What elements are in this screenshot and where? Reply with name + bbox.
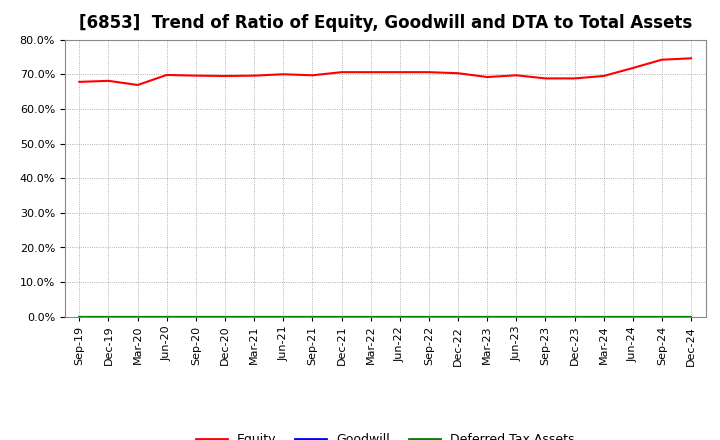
Goodwill <box>192 314 200 319</box>
Deferred Tax Assets <box>657 314 666 319</box>
Goodwill <box>512 314 521 319</box>
Deferred Tax Assets <box>133 314 142 319</box>
Equity <box>599 73 608 79</box>
Deferred Tax Assets <box>366 314 375 319</box>
Goodwill <box>454 314 462 319</box>
Deferred Tax Assets <box>104 314 113 319</box>
Deferred Tax Assets <box>395 314 404 319</box>
Title: [6853]  Trend of Ratio of Equity, Goodwill and DTA to Total Assets: [6853] Trend of Ratio of Equity, Goodwil… <box>78 15 692 33</box>
Goodwill <box>366 314 375 319</box>
Equity <box>512 73 521 78</box>
Equity <box>541 76 550 81</box>
Line: Equity: Equity <box>79 59 691 85</box>
Equity <box>308 73 317 78</box>
Equity <box>570 76 579 81</box>
Equity <box>279 72 287 77</box>
Deferred Tax Assets <box>454 314 462 319</box>
Equity <box>337 70 346 75</box>
Deferred Tax Assets <box>75 314 84 319</box>
Goodwill <box>163 314 171 319</box>
Goodwill <box>629 314 637 319</box>
Equity <box>483 74 492 80</box>
Equity <box>395 70 404 75</box>
Goodwill <box>395 314 404 319</box>
Goodwill <box>279 314 287 319</box>
Equity <box>425 70 433 75</box>
Goodwill <box>687 314 696 319</box>
Equity <box>657 57 666 62</box>
Goodwill <box>541 314 550 319</box>
Deferred Tax Assets <box>279 314 287 319</box>
Goodwill <box>75 314 84 319</box>
Goodwill <box>220 314 229 319</box>
Deferred Tax Assets <box>192 314 200 319</box>
Equity <box>163 72 171 77</box>
Equity <box>75 79 84 84</box>
Goodwill <box>570 314 579 319</box>
Deferred Tax Assets <box>512 314 521 319</box>
Equity <box>133 82 142 88</box>
Deferred Tax Assets <box>163 314 171 319</box>
Goodwill <box>425 314 433 319</box>
Deferred Tax Assets <box>687 314 696 319</box>
Goodwill <box>337 314 346 319</box>
Deferred Tax Assets <box>425 314 433 319</box>
Deferred Tax Assets <box>570 314 579 319</box>
Goodwill <box>483 314 492 319</box>
Equity <box>629 66 637 71</box>
Equity <box>687 56 696 61</box>
Legend: Equity, Goodwill, Deferred Tax Assets: Equity, Goodwill, Deferred Tax Assets <box>191 429 580 440</box>
Deferred Tax Assets <box>220 314 229 319</box>
Goodwill <box>599 314 608 319</box>
Equity <box>454 70 462 76</box>
Equity <box>192 73 200 78</box>
Deferred Tax Assets <box>629 314 637 319</box>
Equity <box>220 73 229 79</box>
Deferred Tax Assets <box>599 314 608 319</box>
Goodwill <box>657 314 666 319</box>
Deferred Tax Assets <box>483 314 492 319</box>
Goodwill <box>104 314 113 319</box>
Equity <box>250 73 258 78</box>
Deferred Tax Assets <box>337 314 346 319</box>
Deferred Tax Assets <box>250 314 258 319</box>
Equity <box>366 70 375 75</box>
Goodwill <box>133 314 142 319</box>
Equity <box>104 78 113 84</box>
Deferred Tax Assets <box>541 314 550 319</box>
Goodwill <box>250 314 258 319</box>
Goodwill <box>308 314 317 319</box>
Deferred Tax Assets <box>308 314 317 319</box>
